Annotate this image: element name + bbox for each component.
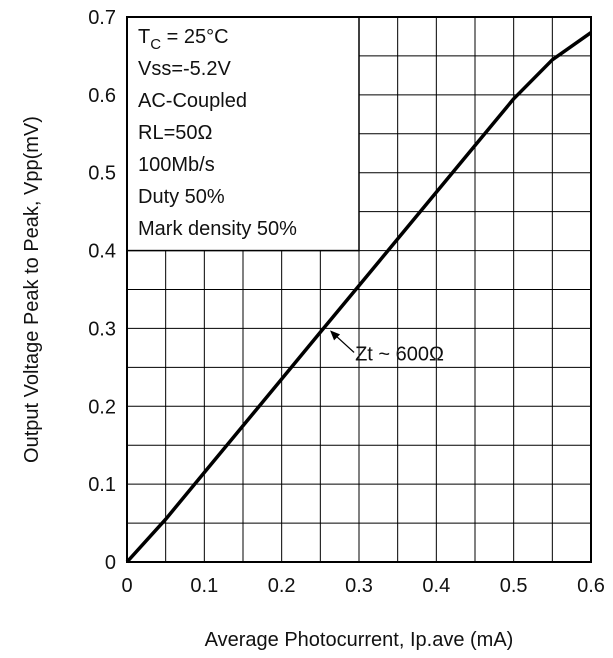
condition-line: AC-Coupled [138, 90, 247, 112]
condition-tc-rest: = 25°C [161, 26, 228, 48]
condition-line: RL=50Ω [138, 122, 212, 144]
y-tick-label: 0.6 [88, 85, 116, 107]
y-tick-label: 0.2 [88, 396, 116, 418]
y-tick-label: 0 [105, 552, 116, 574]
annotation: Zt ~ 600Ω [330, 330, 444, 365]
y-axis-label: Output Voltage Peak to Peak, Vpp(mV) [21, 116, 43, 463]
annotation-label: Zt ~ 600Ω [355, 343, 444, 365]
x-tick-label: 0.5 [500, 575, 528, 597]
y-tick-label: 0.7 [88, 7, 116, 29]
condition-tc-main: T [138, 26, 150, 48]
y-tick-label: 0.3 [88, 318, 116, 340]
condition-line: Mark density 50% [138, 218, 297, 240]
y-tick-labels: 0 0.1 0.2 0.3 0.4 0.5 0.6 0.7 [88, 7, 116, 574]
conditions-box [126, 16, 360, 252]
conditions-text: TC = 25°C Vss=-5.2V AC-Coupled RL=50Ω 100Mb… [138, 26, 297, 240]
x-tick-label: 0.1 [190, 575, 218, 597]
y-tick-label: 0.5 [88, 163, 116, 185]
x-tick-label: 0 [121, 575, 132, 597]
x-axis-label: Average Photocurrent, Ip.ave (mA) [205, 629, 514, 651]
x-tick-label: 0.2 [268, 575, 296, 597]
x-tick-labels: 0 0.1 0.2 0.3 0.4 0.5 0.6 [121, 575, 604, 597]
condition-line: Duty 50% [138, 186, 225, 208]
y-tick-label: 0.1 [88, 474, 116, 496]
series-line [125, 31, 593, 564]
x-tick-label: 0.4 [422, 575, 450, 597]
x-tick-label: 0.3 [345, 575, 373, 597]
conditions-box-bg [126, 16, 360, 252]
condition-line: Vss=-5.2V [138, 58, 231, 80]
y-tick-label: 0.4 [88, 241, 116, 263]
annotation-arrowhead [330, 330, 341, 341]
x-tick-label: 0.6 [577, 575, 605, 597]
condition-tc-sub: C [150, 36, 161, 53]
plot-frame [126, 16, 592, 563]
condition-tc: TC = 25°C [138, 26, 229, 53]
condition-line: 100Mb/s [138, 154, 215, 176]
series-layer [125, 31, 593, 564]
